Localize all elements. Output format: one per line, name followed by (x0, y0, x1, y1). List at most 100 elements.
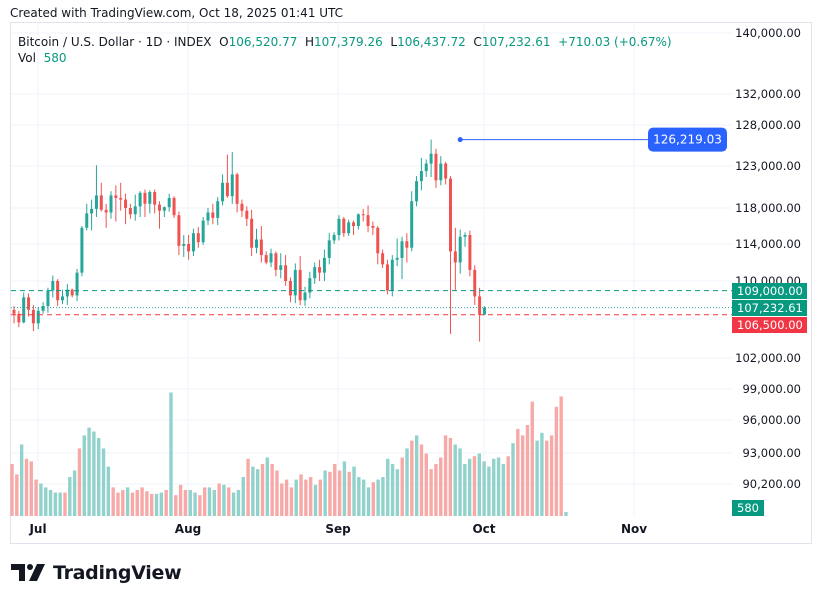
candle-body (347, 222, 351, 234)
volume-bar (525, 425, 530, 516)
candle-body (424, 163, 428, 172)
volume-bar (116, 492, 120, 516)
volume-bar (174, 495, 178, 516)
candle-body (415, 181, 419, 202)
volume-bar (564, 512, 568, 516)
candle-body (240, 203, 244, 211)
volume-bar (231, 492, 236, 516)
volume-bar (82, 435, 86, 516)
last-price-tag: 107,232.61 (732, 299, 807, 316)
high-value: 107,379.26 (314, 35, 383, 49)
candle-body (250, 218, 254, 248)
volume-bar (376, 479, 380, 516)
candle-body (376, 227, 380, 254)
volume-bars (10, 392, 568, 516)
volume-bar (472, 456, 477, 516)
candle-body (395, 257, 399, 260)
candle-body (322, 257, 326, 273)
candle-body (463, 235, 467, 237)
candle-body (255, 239, 258, 248)
volume-bar (44, 487, 48, 516)
upper-line-price-tag: 109,000.00 (732, 282, 807, 299)
candle-body (342, 218, 346, 234)
time-axis: Jul Aug Sep Oct Nov (28, 522, 647, 536)
volume-bar (202, 487, 207, 516)
ohlc-row: Bitcoin / U.S. Dollar · 1D · INDEX O106,… (18, 34, 672, 50)
price-tick-label: 140,000.00 (735, 26, 801, 40)
volume-bar (545, 440, 549, 516)
volume-bar (366, 487, 371, 516)
tradingview-logo[interactable]: TradingView (11, 562, 182, 584)
candle-body (259, 239, 263, 256)
chart-frame (10, 22, 812, 544)
volume-bar (540, 432, 544, 516)
peak-label-box (648, 127, 727, 152)
volume-bar (48, 490, 53, 516)
volume-bar (439, 457, 443, 516)
peak-dot (457, 137, 463, 143)
volume-bar (337, 470, 342, 516)
candle-body (12, 309, 16, 314)
candle-body (201, 220, 205, 243)
candle-body (124, 199, 128, 208)
candle-body (269, 253, 273, 263)
candle-body (288, 281, 292, 296)
candle-body (41, 306, 45, 311)
symbol-label[interactable]: Bitcoin / U.S. Dollar · 1D · INDEX (18, 35, 212, 49)
volume-bar (448, 438, 453, 516)
chart-legend: Bitcoin / U.S. Dollar · 1D · INDEX O106,… (18, 34, 672, 66)
volume-bar (328, 471, 332, 516)
candle-body (293, 269, 297, 296)
close-label: C (473, 35, 482, 49)
candle-body (153, 192, 157, 205)
candle-body (85, 213, 89, 228)
volume-bar (246, 458, 250, 516)
volume-row: Vol 580 (18, 50, 672, 66)
volume-bar (371, 482, 376, 516)
volume-bar (511, 443, 515, 516)
candle-body (468, 235, 472, 270)
price-tick-label: 102,000.00 (735, 351, 801, 365)
price-tick-label: 132,000.00 (735, 87, 801, 101)
volume-bar (72, 470, 77, 516)
volume-bar (29, 461, 33, 516)
grid-lines (11, 23, 732, 516)
candlesticks (12, 139, 486, 342)
volume-bar (145, 491, 149, 516)
price-tick-label: 99,000.00 (742, 382, 801, 396)
candle-body (284, 265, 288, 281)
volume-bar (347, 471, 351, 516)
close-value: 107,232.61 (481, 35, 551, 49)
volume-bar (294, 479, 298, 516)
candle-body (158, 204, 161, 211)
candle-body (148, 192, 152, 204)
volume-bar (121, 490, 125, 516)
candle-body (75, 272, 79, 296)
volume-bar (318, 479, 323, 516)
candle-body (104, 209, 108, 213)
volume-bar (434, 464, 438, 516)
volume-bar (323, 470, 327, 516)
volume-bar (198, 495, 202, 516)
candle-body (17, 313, 21, 323)
peak-label: 126,219.03 (653, 133, 722, 147)
volume-bar (395, 469, 400, 516)
volume-bar (467, 458, 472, 516)
candle-body (182, 244, 186, 246)
lower-line-price-tag: 106,500.00 (732, 316, 807, 333)
volume-bar (39, 483, 43, 516)
volume-bar (212, 490, 217, 516)
candle-body (138, 192, 142, 207)
volume-bar (458, 448, 462, 516)
candle-body (366, 215, 370, 226)
volume-bar (357, 477, 361, 516)
volume-bar (506, 456, 510, 516)
volume-label[interactable]: Vol (18, 51, 36, 65)
volume-bar (183, 490, 188, 516)
candle-body (99, 195, 103, 210)
volume-bar (222, 484, 226, 516)
volume-bar (549, 435, 554, 516)
candle-body (434, 153, 438, 181)
candle-body (453, 251, 457, 263)
